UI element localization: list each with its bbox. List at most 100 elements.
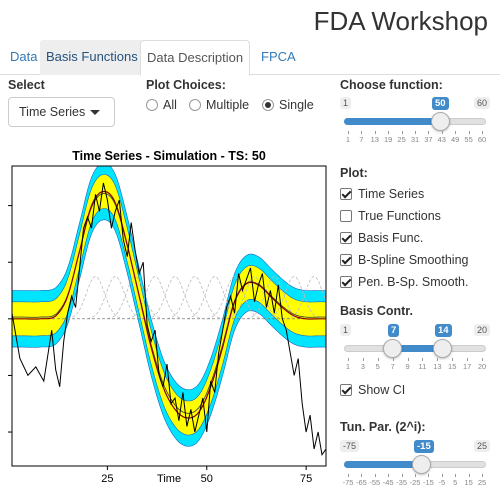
caret-down-icon [90, 110, 100, 115]
checkbox-basis-func-box[interactable] [340, 232, 352, 244]
choose-function-tick-label: 43 [437, 135, 446, 144]
basis-contr-tickmark [407, 358, 409, 361]
checkbox-time-series[interactable]: Time Series [340, 186, 424, 202]
checkbox-basis-func-label: Basis Func. [358, 231, 424, 245]
basis-contr-min: 1 [340, 324, 352, 336]
checkbox-true-functions-box[interactable] [340, 210, 352, 222]
radio-single[interactable]: Single [262, 98, 314, 112]
choose-function-slider[interactable]: 1 60 50 1 7 13 19 25 31 37 43 49 55 60 [340, 97, 490, 157]
tun-par-tick-label: 5 [453, 478, 458, 487]
basis-contr-tickmark [452, 358, 454, 361]
basis-contr-tickmark [392, 358, 394, 361]
tun-par-tick-label: -55 [369, 478, 381, 487]
checkbox-show-ci[interactable]: Show CI [340, 382, 405, 398]
tun-par-tick-label: -45 [382, 478, 394, 487]
choose-function-tick-label: 55 [464, 135, 473, 144]
tab-bar: Data Basis Functions Data Description FP… [0, 40, 500, 76]
tun-par-tick-label: -35 [396, 478, 408, 487]
basis-function-curve [206, 275, 263, 319]
choose-function-tick-label: 1 [345, 135, 351, 144]
plot-choices-label: Plot Choices: [146, 78, 226, 92]
tun-par-tick-label: -75 [342, 478, 354, 487]
tun-par-fill [344, 461, 422, 468]
time-series-plot: 25 50 75 Time Time Series - Simulation - TS:… [4, 140, 330, 494]
radio-all[interactable]: All [146, 98, 177, 112]
choose-function-tickmark [428, 131, 430, 134]
radio-multiple-circle[interactable] [189, 99, 201, 111]
choose-function-label: Choose function: [340, 78, 443, 92]
basis-contr-tickmark [362, 358, 364, 361]
choose-function-tickmark [388, 131, 390, 134]
basis-contr-high-handle[interactable] [433, 339, 452, 358]
x-tick-label: 25 [101, 473, 113, 485]
tun-par-tick-label: 25 [477, 478, 487, 487]
basis-contr-tick-label: 9 [405, 362, 410, 371]
choose-function-tick-label: 13 [370, 135, 379, 144]
checkbox-bspline-smoothing-box[interactable] [340, 254, 352, 266]
plot-frame [11, 165, 327, 467]
series-select[interactable]: Time Series [8, 97, 115, 127]
choose-function-tickmark [441, 131, 443, 134]
tun-par-tick-label: -65 [355, 478, 367, 487]
checkbox-basis-func[interactable]: Basis Func. [340, 230, 423, 246]
basis-contr-tick-label: 17 [462, 362, 472, 371]
basis-contr-slider[interactable]: 1 20 7 14 1 3 5 7 9 11 13 15 17 20 [340, 324, 490, 384]
basis-contr-label: Basis Contr. [340, 304, 413, 318]
x-tick-label: 75 [300, 473, 312, 485]
checkbox-bspline-smoothing[interactable]: B-Spline Smoothing [340, 252, 468, 268]
tun-par-tick-label: 15 [464, 478, 473, 487]
choose-function-tickmark [415, 131, 416, 134]
tun-par-max: 25 [473, 440, 490, 452]
radio-multiple[interactable]: Multiple [189, 98, 249, 112]
tab-data[interactable]: Data [10, 49, 38, 64]
tun-par-value: -15 [414, 440, 434, 453]
checkbox-show-ci-box[interactable] [340, 384, 352, 396]
choose-function-handle[interactable] [431, 112, 450, 131]
basis-contr-tick-label: 7 [390, 362, 395, 371]
app-title: FDA Workshop [313, 6, 488, 36]
x-axis-label: Time [157, 473, 181, 485]
basis-contr-tick-label: 5 [375, 362, 380, 371]
choose-function-fill [344, 118, 441, 125]
tun-par-tickmark [441, 474, 443, 477]
tun-par-ticks: -75 -65 -55 -45 -35 -25 -15 -5 5 15 25 [340, 474, 490, 494]
tun-par-tickmark [482, 474, 483, 477]
tab-data-description[interactable]: Data Description [140, 40, 251, 76]
radio-all-circle[interactable] [146, 99, 158, 111]
tun-par-handle[interactable] [412, 455, 431, 474]
choose-function-tick-label: 49 [451, 135, 460, 144]
tun-par-tickmark [361, 474, 363, 477]
choose-function-max: 60 [473, 97, 490, 109]
tun-par-min: -75 [340, 440, 360, 452]
tun-par-tickmark [374, 474, 376, 477]
chart-title: Time Series - Simulation - TS: 50 [72, 149, 266, 163]
basis-contr-tick-label: 11 [418, 362, 427, 371]
tab-basis-functions[interactable]: Basis Functions [40, 40, 144, 75]
checkbox-pen-bspline-box[interactable] [340, 276, 352, 288]
radio-single-circle[interactable] [262, 99, 274, 111]
basis-function-curve [107, 275, 164, 319]
choose-function-min: 1 [340, 97, 352, 109]
basis-contr-low-handle[interactable] [383, 339, 402, 358]
choose-function-value: 50 [432, 97, 449, 110]
tab-fpca[interactable]: FPCA [261, 49, 296, 64]
plot-options-label: Plot: [340, 166, 368, 180]
basis-contr-tick-label: 13 [433, 362, 442, 371]
basis-function-curve [266, 275, 323, 319]
bspline-smooth-curve [12, 190, 326, 419]
checkbox-pen-bspline[interactable]: Pen. B-Sp. Smooth. [340, 274, 468, 290]
basis-contr-tick-label: 15 [448, 362, 457, 371]
basis-contr-tick-label: 20 [477, 362, 487, 371]
radio-all-label: All [163, 98, 177, 112]
inner-ci-band [12, 174, 326, 436]
checkbox-time-series-box[interactable] [340, 188, 352, 200]
checkbox-true-functions[interactable]: True Functions [340, 208, 441, 224]
basis-function-curve [166, 275, 223, 319]
basis-contr-high-value: 14 [435, 324, 452, 337]
tun-par-tickmark [455, 474, 457, 477]
checkbox-pen-bspline-label: Pen. B-Sp. Smooth. [358, 275, 469, 289]
basis-function-curve [67, 275, 124, 319]
basis-contr-tickmark [482, 358, 483, 361]
basis-contr-low-value: 7 [388, 324, 400, 337]
tun-par-slider[interactable]: -75 25 -15 -75 -65 -55 -45 -35 -25 -15 -5 5 15 25 [340, 440, 490, 500]
